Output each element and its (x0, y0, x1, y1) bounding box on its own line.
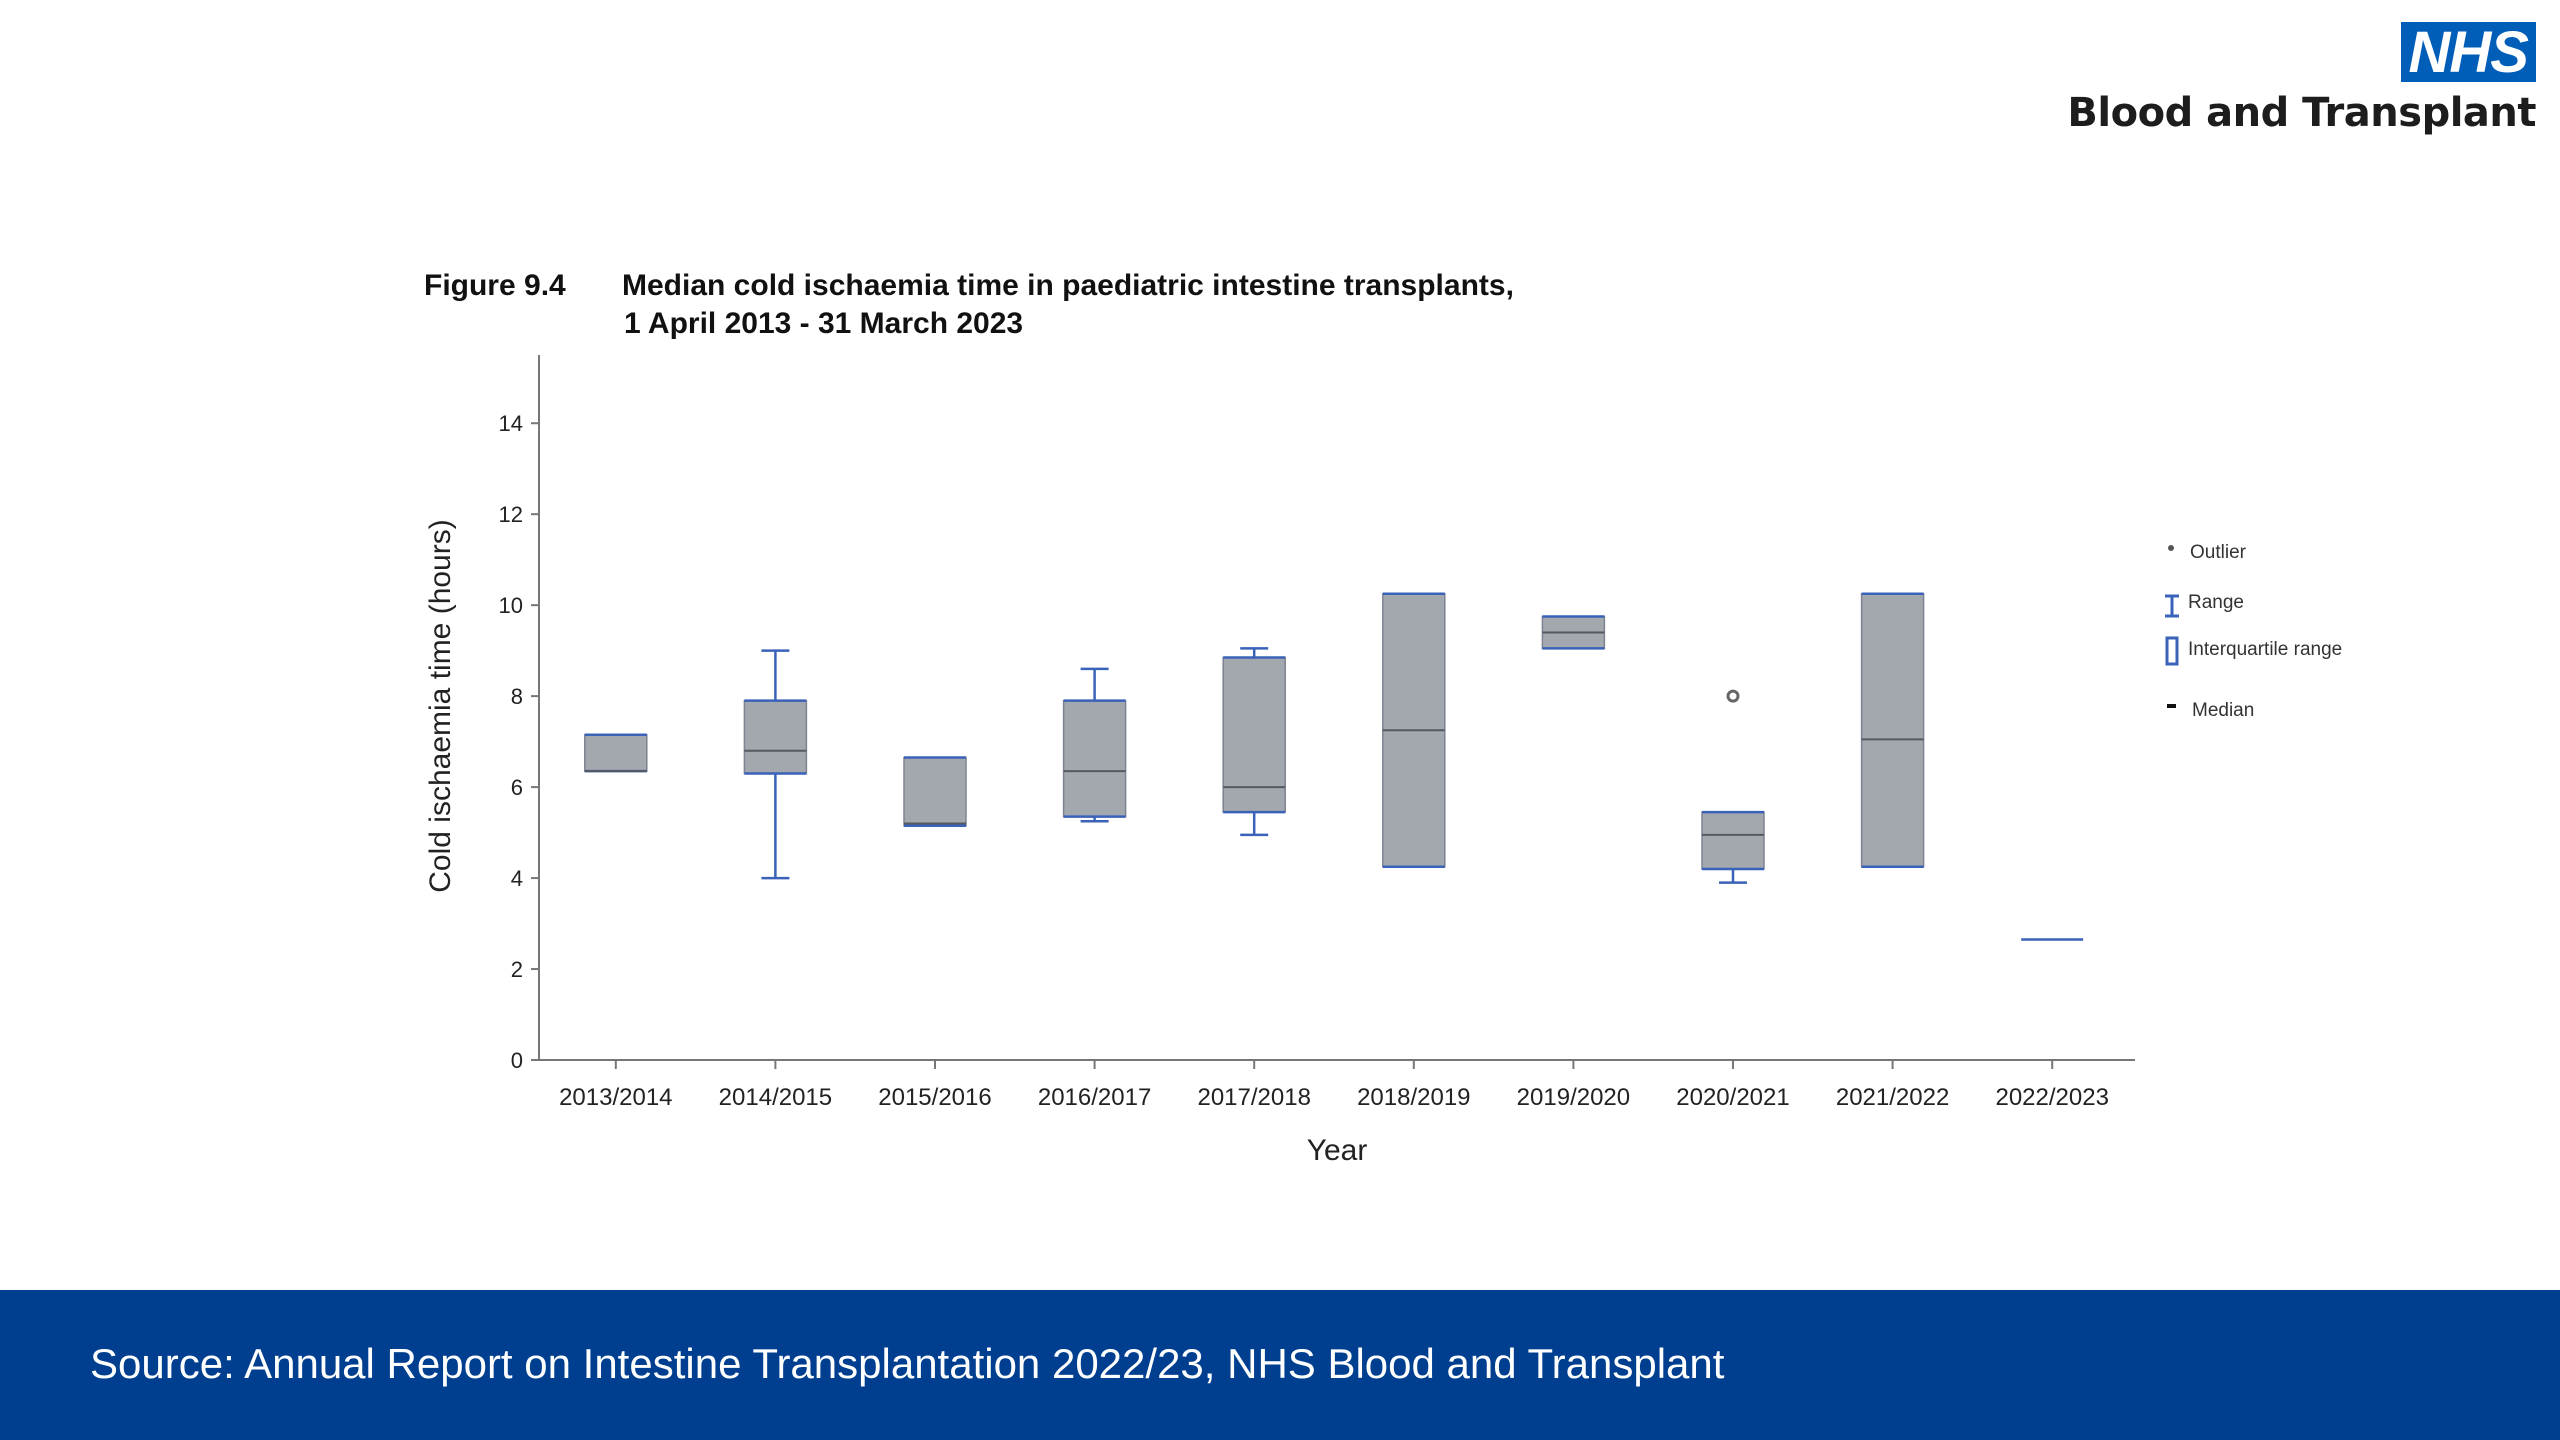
iqr-box (1222, 656, 1286, 813)
chart-legend: Outlier Range Interquartile range Median (2165, 542, 2342, 721)
legend-iqr-symbol (2165, 636, 2179, 666)
x-tick-label: 2022/2023 (1995, 1084, 2108, 1111)
chart-axes: 0 2 4 6 8 10 12 14 2013/2014 2014/2015 2015/2016 20… (499, 355, 2135, 1111)
chart-boxes (584, 592, 2084, 941)
y-tick-label: 6 (511, 775, 523, 800)
box-plot-chart: Figure 9.4 Median cold ischaemia time in… (424, 269, 2342, 1167)
figure-title-line1: Median cold ischaemia time in paediatric… (622, 269, 1514, 302)
x-tick-label: 2017/2018 (1197, 1084, 1310, 1111)
y-tick-label: 2 (511, 957, 523, 982)
x-tick-label: 2013/2014 (559, 1084, 672, 1111)
footer-bar: Source: Annual Report on Intestine Trans… (0, 1290, 2560, 1440)
x-tick-label: 2014/2015 (719, 1084, 832, 1111)
legend-median-symbol (2167, 704, 2176, 708)
figure-label: Figure 9.4 (424, 269, 566, 302)
x-tick-label: 2018/2019 (1357, 1084, 1470, 1111)
legend-outlier-symbol (2168, 545, 2174, 551)
box-2020/2021 (1701, 689, 1765, 884)
nhs-logo: NHS Blood and Transplant (2067, 22, 2536, 136)
iqr-box (1701, 811, 1765, 870)
legend-median-label: Median (2192, 700, 2254, 721)
legend-outlier-label: Outlier (2190, 542, 2247, 563)
legend-range-symbol (2165, 594, 2179, 618)
iqr-box (1860, 593, 1925, 868)
x-tick-label: 2021/2022 (1836, 1084, 1949, 1111)
box-2019/2020 (1541, 615, 1606, 650)
box-2015/2016 (903, 756, 967, 828)
y-tick-label: 10 (499, 593, 523, 618)
y-tick-label: 12 (499, 502, 523, 527)
iqr-box (1062, 699, 1127, 818)
x-tick-label: 2016/2017 (1038, 1084, 1151, 1111)
outlier-point (1726, 689, 1740, 703)
iqr-box (743, 699, 808, 775)
box-2017/2018 (1222, 647, 1286, 837)
x-tick-label: 2020/2021 (1676, 1084, 1789, 1111)
iqr-box (584, 734, 648, 772)
box-2021/2022 (1860, 592, 1925, 868)
figure-title-line2: 1 April 2013 - 31 March 2023 (624, 307, 1023, 340)
y-tick-label: 4 (511, 866, 523, 891)
y-tick-label: 0 (511, 1048, 523, 1073)
y-tick-label: 8 (511, 684, 523, 709)
y-axis-label: Cold ischaemia time (hours) (424, 519, 457, 892)
x-tick-label: 2015/2016 (878, 1084, 991, 1111)
y-tick-label: 14 (499, 411, 523, 436)
footer-source-text: Source: Annual Report on Intestine Trans… (90, 1340, 1725, 1387)
box-2013/2014 (584, 733, 648, 773)
legend-iqr-label: Interquartile range (2188, 639, 2342, 660)
box-2018/2019 (1382, 592, 1446, 868)
nhs-logo-mark: NHS (2400, 22, 2536, 82)
x-tick-label: 2019/2020 (1517, 1084, 1630, 1111)
box-2014/2015 (743, 649, 808, 880)
x-axis-label: Year (1307, 1134, 1368, 1167)
iqr-box (903, 756, 967, 827)
legend-range-label: Range (2188, 592, 2244, 613)
nhs-logo-text: Blood and Transplant (2067, 90, 2536, 136)
box-2016/2017 (1062, 667, 1127, 823)
